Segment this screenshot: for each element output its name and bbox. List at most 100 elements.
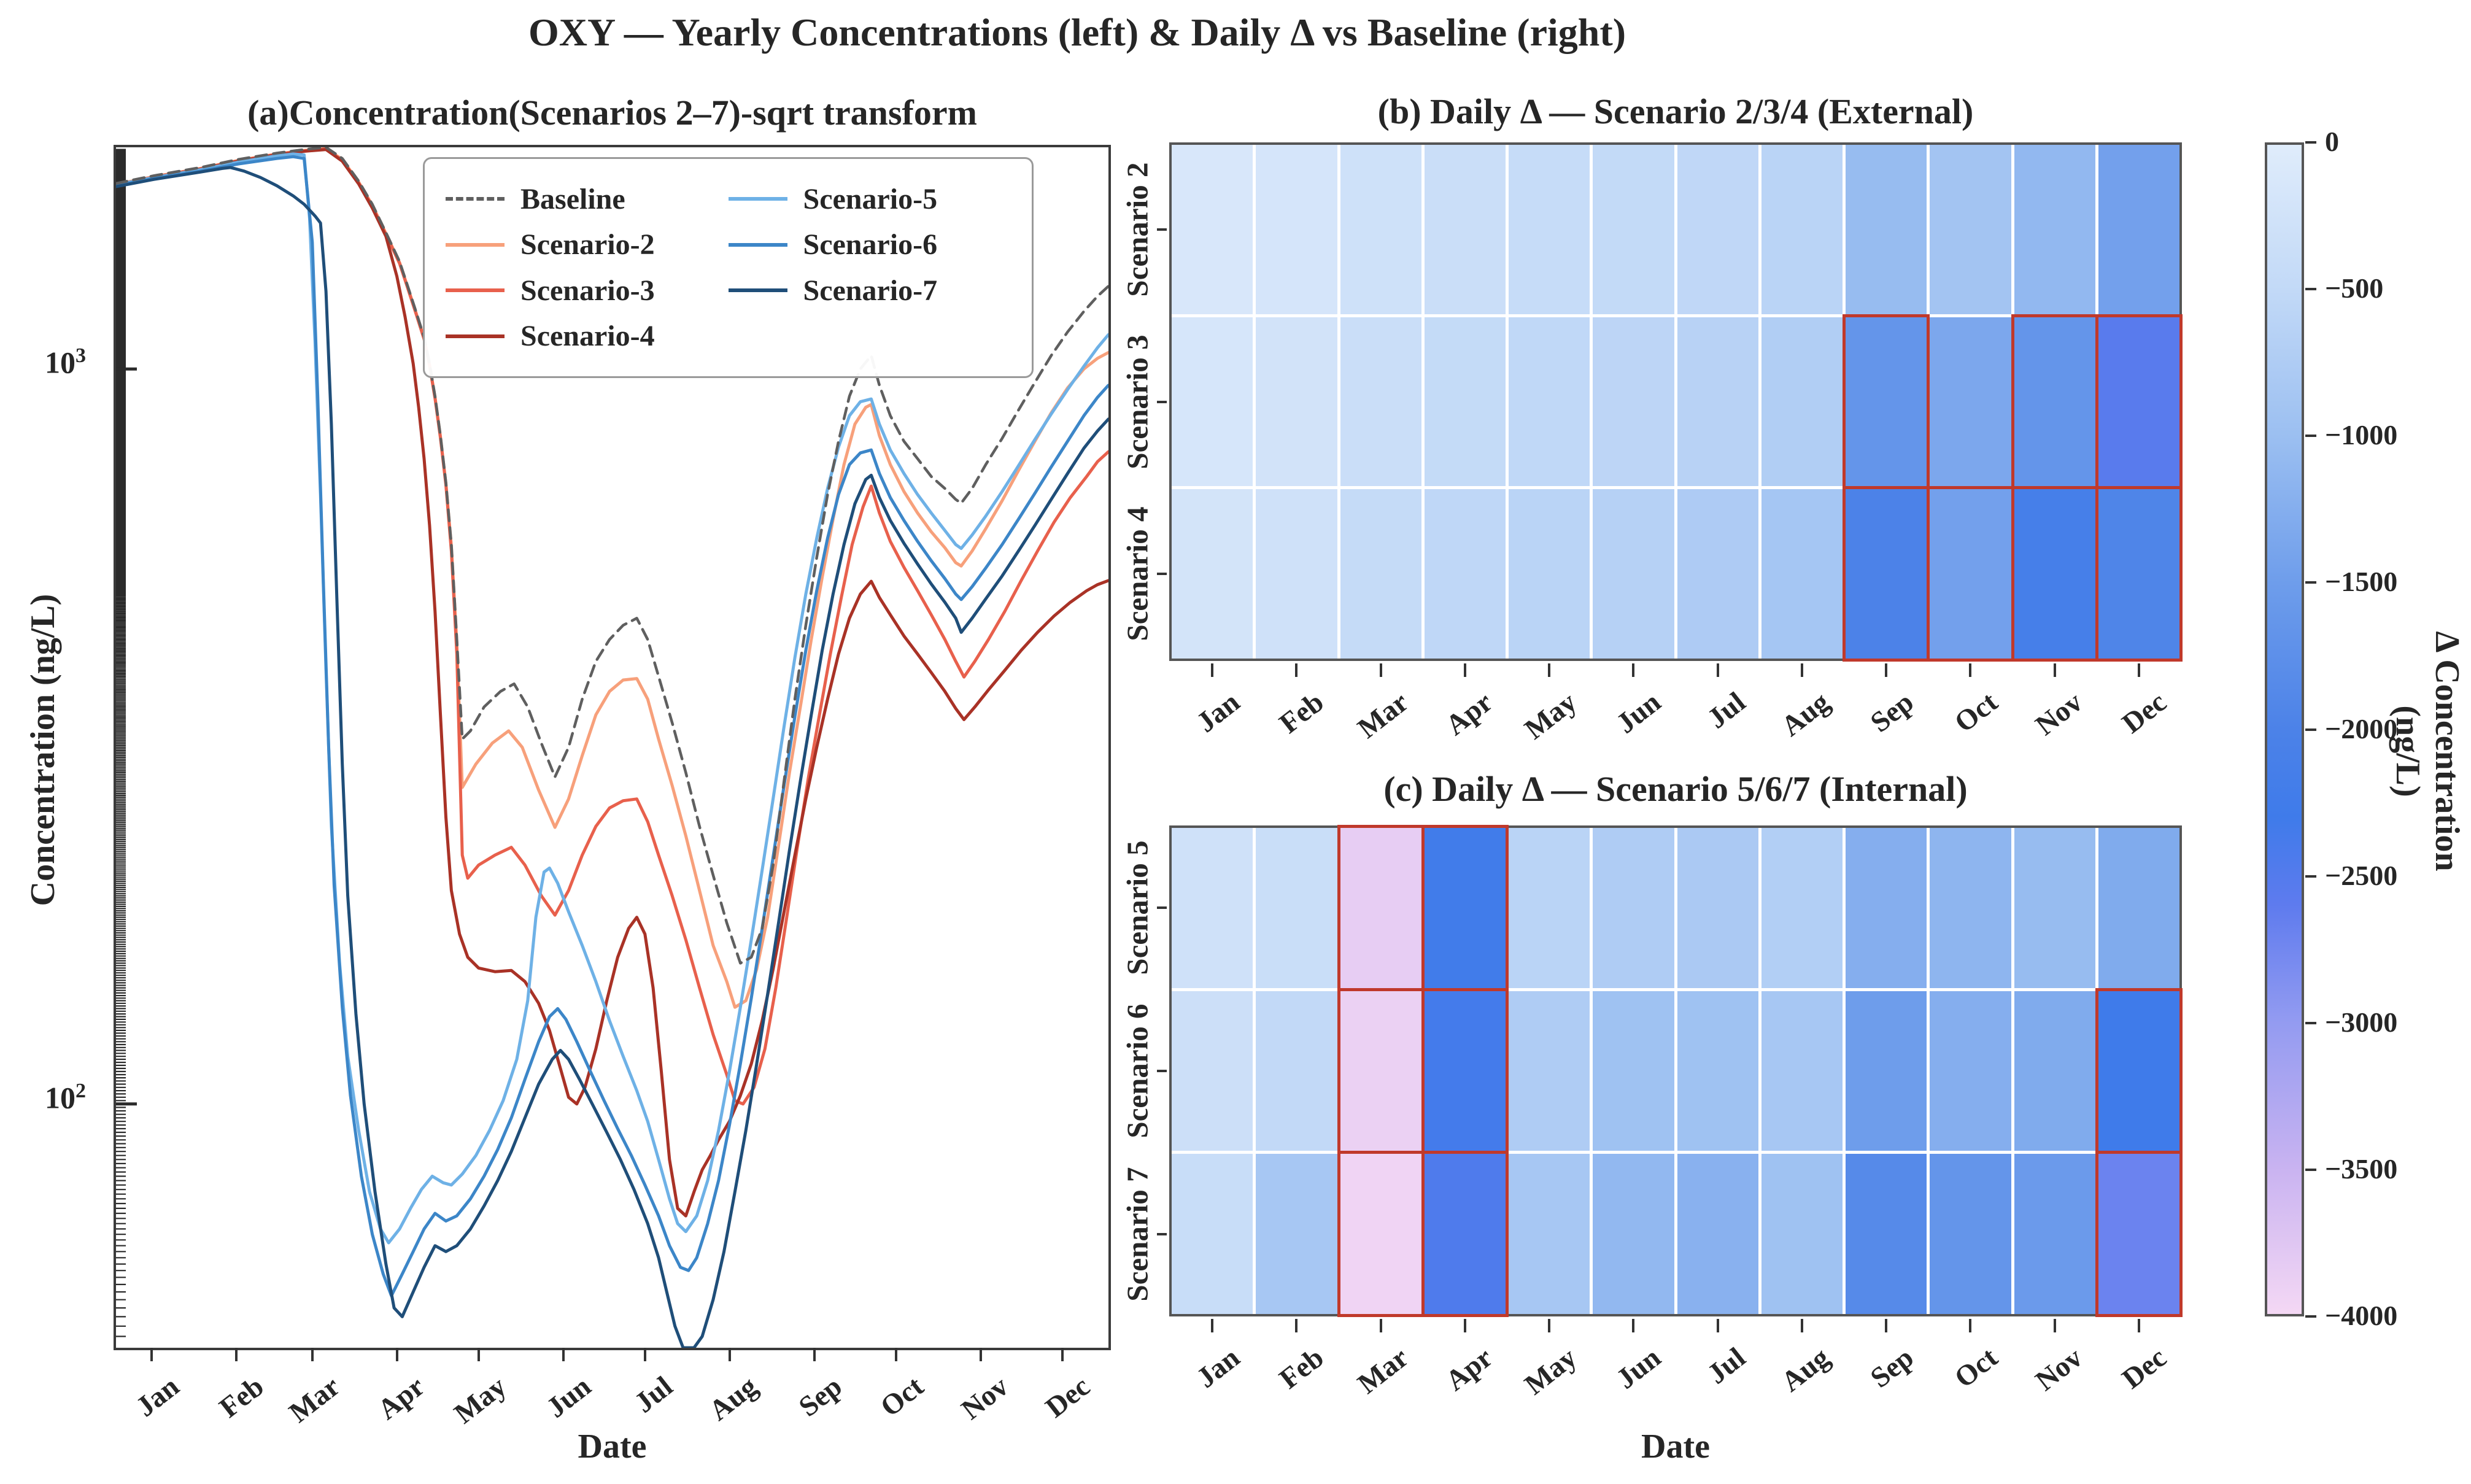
heatmap-cell-scenario6-aug: [1761, 991, 1843, 1151]
x-tick-label-Dec: Dec: [1039, 1370, 1096, 1424]
x-tick: [1061, 1348, 1064, 1361]
heatmap-cell-scenario4-aug: [1761, 489, 1843, 659]
hm-x-tick: [1379, 1319, 1382, 1332]
hm-x-tick: [2053, 663, 2056, 677]
hm-y-tick: [1157, 906, 1167, 910]
heatmap-cell-scenario6-jun: [1593, 991, 1674, 1151]
x-tick: [478, 1348, 481, 1361]
colorbar-tick: [2305, 435, 2316, 438]
legend-label: Scenario-7: [803, 274, 938, 307]
heatmap-cell-scenario7-aug: [1761, 1154, 1843, 1314]
row-label-scenario-5: Scenario 5: [1120, 840, 1154, 975]
hm-x-tick-label-sep: Sep: [1865, 1341, 1920, 1394]
legend-line-sample: [446, 334, 505, 338]
hm-x-tick: [1463, 1319, 1466, 1332]
hm-x-tick-label-apr: Apr: [1439, 1341, 1499, 1397]
hm-x-tick: [1632, 1319, 1635, 1332]
panel-b-title: (b) Daily Δ — Scenario 2/3/4 (External): [1377, 91, 1974, 131]
heatmap-cell-scenario5-aug: [1761, 828, 1843, 988]
hm-x-tick-label-apr: Apr: [1439, 686, 1499, 742]
heatmap-cell-scenario4-dec: [2098, 489, 2179, 659]
hm-x-tick-label-may: May: [1518, 1341, 1583, 1402]
colorbar-tick-label: −3000: [2325, 1006, 2398, 1038]
hm-y-tick: [1157, 573, 1167, 576]
heatmap-cell-scenario5-dec: [2098, 828, 2179, 988]
heatmap-cell-scenario2-jun: [1593, 145, 1674, 314]
heatmap-cell-scenario7-mar: [1340, 1154, 1421, 1314]
colorbar-tick-label: −2000: [2325, 713, 2398, 744]
hm-y-tick: [1157, 1070, 1167, 1072]
panel-c-xlabel: Date: [1641, 1428, 1710, 1466]
y-tick-label: 102: [45, 1079, 86, 1115]
hm-x-tick-label-nov: Nov: [2029, 1341, 2089, 1397]
colorbar-tick: [2305, 728, 2316, 731]
series-baseline: [116, 147, 1108, 965]
heatmap-cell-scenario2-jan: [1172, 145, 1253, 314]
x-tick: [979, 1348, 982, 1361]
heatmap-cell-scenario5-mar: [1340, 828, 1421, 988]
heatmap-cell-scenario2-aug: [1761, 145, 1843, 314]
heatmap-cell-scenario7-jun: [1593, 1154, 1674, 1314]
colorbar-label: Δ Concentration (ng/L): [2389, 631, 2466, 871]
heatmap-cell-scenario4-apr: [1424, 489, 1506, 659]
hm-x-tick: [1295, 1319, 1298, 1332]
hm-x-tick-label-jun: Jun: [1611, 1341, 1668, 1396]
heatmap-cell-scenario3-apr: [1424, 317, 1506, 487]
heatmap-cell-scenario4-mar: [1340, 489, 1421, 659]
hm-x-tick: [1632, 663, 1635, 677]
hm-x-tick: [2137, 663, 2140, 677]
heatmap-cell-scenario6-jan: [1172, 991, 1253, 1151]
legend-item-scenario-6: Scenario-6: [728, 222, 1011, 268]
hm-x-tick: [1548, 663, 1551, 677]
hm-x-tick: [1716, 663, 1719, 677]
colorbar-tick-label: −1000: [2325, 419, 2398, 451]
heatmap-cell-scenario3-aug: [1761, 317, 1843, 487]
legend-label: Scenario-3: [520, 274, 655, 307]
heatmap-cell-scenario4-sep: [1846, 489, 1927, 659]
heatmap-cell-scenario2-nov: [2014, 145, 2095, 314]
hm-x-tick: [1463, 663, 1466, 677]
hm-x-tick: [1969, 1319, 1972, 1332]
heatmap-cell-scenario7-nov: [2014, 1154, 2095, 1314]
row-label-scenario-3: Scenario 3: [1120, 334, 1154, 470]
hm-x-tick-label-oct: Oct: [1949, 686, 2005, 739]
hm-x-tick-label-mar: Mar: [1352, 686, 1415, 745]
heatmap-cell-scenario5-feb: [1256, 828, 1337, 988]
hm-x-tick-label-dec: Dec: [2116, 1341, 2173, 1396]
heatmap-cell-scenario6-nov: [2014, 991, 2095, 1151]
hm-x-tick-label-aug: Aug: [1775, 1341, 1836, 1399]
hm-x-tick-label-oct: Oct: [1949, 1341, 2005, 1394]
series-scenario-7: [116, 166, 1108, 1348]
heatmap-cell-scenario4-oct: [1930, 489, 2011, 659]
heatmap-cell-scenario5-oct: [1930, 828, 2011, 988]
colorbar-tick-label: −1500: [2325, 566, 2398, 598]
heatmap-cell-scenario6-dec: [2098, 991, 2179, 1151]
x-tick-label-May: May: [448, 1370, 512, 1431]
heatmap-cell-scenario4-feb: [1256, 489, 1337, 659]
x-tick-label-Mar: Mar: [283, 1370, 346, 1429]
x-tick-label-Nov: Nov: [955, 1370, 1015, 1426]
x-tick: [644, 1348, 647, 1361]
y-minor-ticks: [116, 149, 126, 1337]
y-tick-label: 103: [45, 344, 86, 380]
legend-line-sample: [446, 242, 505, 247]
x-tick: [234, 1348, 238, 1361]
legend-label: Scenario-5: [803, 182, 938, 215]
hm-x-tick: [1800, 663, 1803, 677]
x-tick: [150, 1348, 153, 1361]
hm-x-tick: [1716, 1319, 1719, 1332]
panel-c-title: (c) Daily Δ — Scenario 5/6/7 (Internal): [1383, 769, 1968, 809]
colorbar-tick-label: 0: [2325, 126, 2339, 157]
series-scenario-4: [116, 148, 1108, 1218]
hm-x-tick: [1885, 1319, 1888, 1332]
row-label-scenario-2: Scenario 2: [1120, 162, 1154, 297]
hm-x-tick: [1548, 1319, 1551, 1332]
heatmap-external: [1169, 142, 2182, 661]
legend-label: Scenario-6: [803, 228, 938, 261]
heatmap-cell-scenario7-oct: [1930, 1154, 2011, 1314]
heatmap-internal: [1169, 825, 2182, 1316]
legend-label: Scenario-4: [520, 320, 655, 353]
colorbar-tick: [2305, 288, 2316, 291]
heatmap-cell-scenario5-jun: [1593, 828, 1674, 988]
